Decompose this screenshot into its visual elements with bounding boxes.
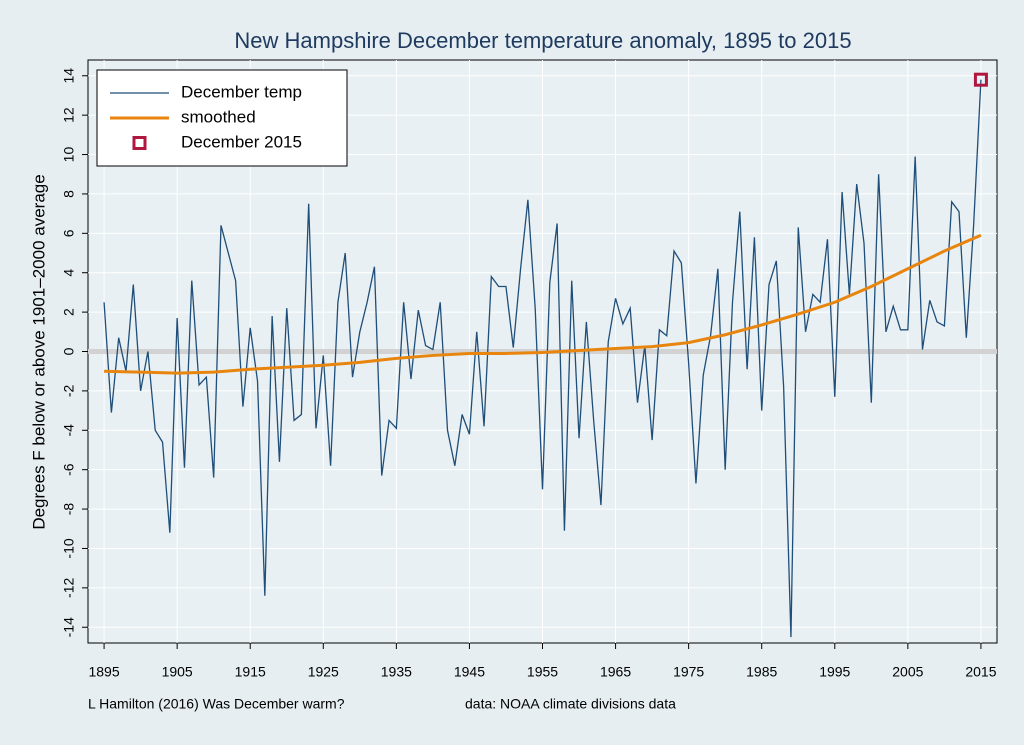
y-tick-label: -14 (61, 617, 77, 637)
y-axis-label: Degrees F below or above 1901–2000 avera… (29, 174, 48, 529)
note: data: NOAA climate divisions data (465, 696, 676, 712)
y-tick-label: 2 (61, 308, 77, 316)
legend-label: smoothed (181, 107, 256, 126)
legend-label: December 2015 (181, 132, 302, 151)
x-tick-label: 1955 (527, 664, 558, 680)
x-tick-label: 1975 (673, 664, 704, 680)
x-tick-label: 1945 (454, 664, 485, 680)
x-tick-label: 1895 (88, 664, 119, 680)
y-tick-label: -6 (61, 463, 77, 476)
legend-symbol (132, 136, 147, 150)
x-tick-label: 1985 (746, 664, 777, 680)
x-tick-label: 1925 (308, 664, 339, 680)
y-tick-label: -10 (61, 538, 77, 558)
y-tick-label: 4 (61, 269, 77, 277)
legend-label: December temp (181, 82, 302, 101)
y-tick-label: 6 (61, 229, 77, 237)
x-tick-label: 1915 (235, 664, 266, 680)
note: L Hamilton (2016) Was December warm? (88, 696, 345, 712)
x-tick-label: 1935 (381, 664, 412, 680)
chart-title: New Hampshire December temperature anoma… (234, 28, 851, 53)
point-marker (973, 72, 988, 87)
series-line (104, 233, 982, 375)
x-tick-label: 1905 (162, 664, 193, 680)
y-tick-label: 14 (61, 68, 77, 84)
x-tick-label: 2005 (892, 664, 923, 680)
y-tick-label: -4 (61, 424, 77, 437)
y-tick-label: -12 (61, 578, 77, 598)
y-tick-label: 8 (61, 190, 77, 198)
y-tick-label: 10 (61, 147, 77, 163)
series-line (103, 79, 982, 638)
y-tick-label: 0 (61, 347, 77, 355)
y-tick-label: -8 (61, 503, 77, 516)
x-tick-label: 1995 (819, 664, 850, 680)
y-tick-label: -2 (61, 384, 77, 397)
x-tick-label: 1965 (600, 664, 631, 680)
y-tick-label: 12 (61, 107, 77, 123)
x-tick-label: 2015 (965, 664, 996, 680)
